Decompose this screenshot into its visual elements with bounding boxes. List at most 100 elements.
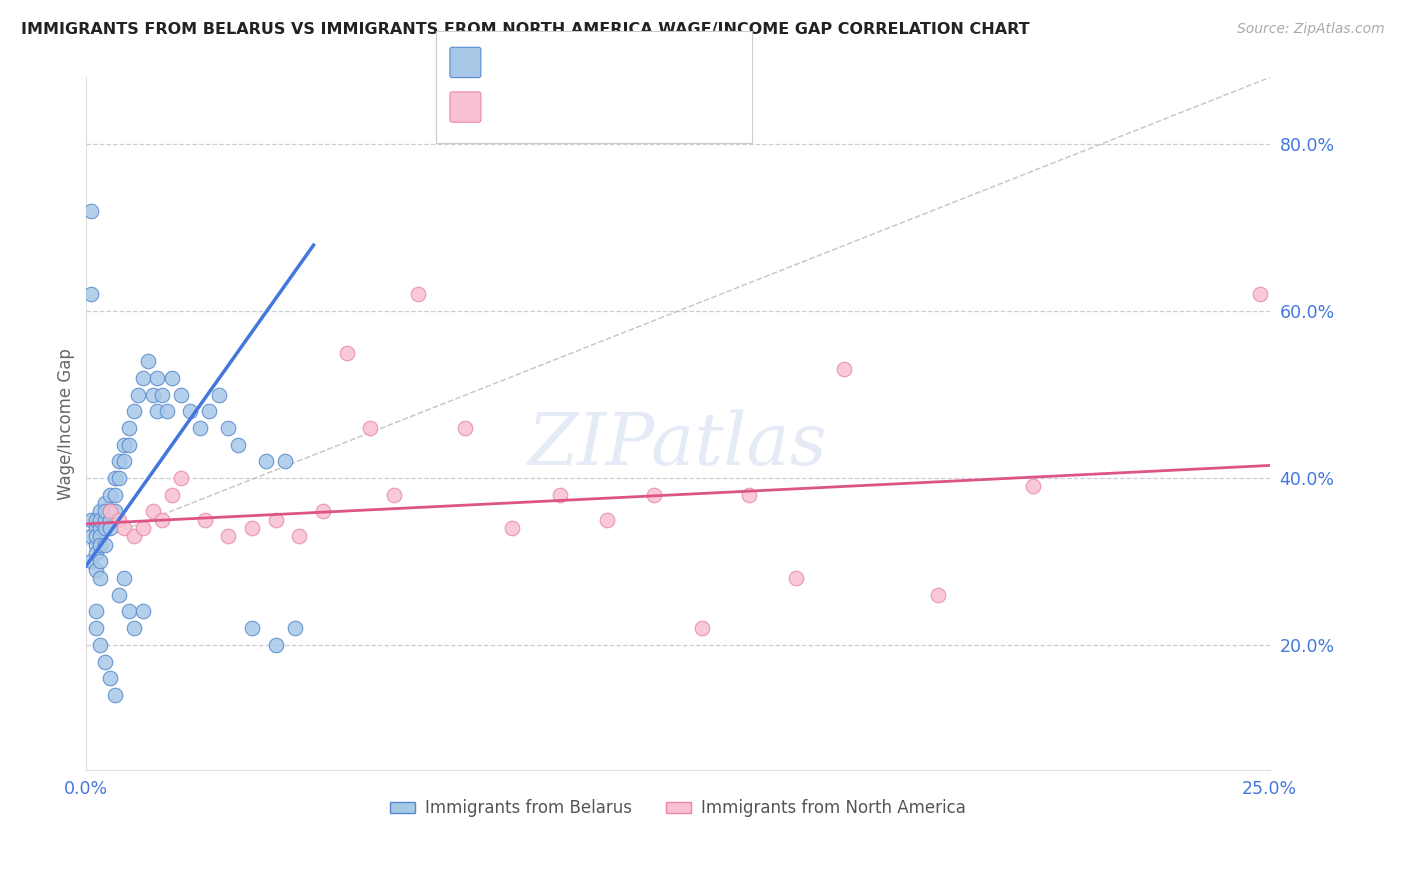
Point <box>94 504 117 518</box>
Point <box>118 604 141 618</box>
Text: 0.173: 0.173 <box>527 98 579 116</box>
Point <box>98 513 121 527</box>
Point <box>927 588 949 602</box>
Point <box>118 437 141 451</box>
Point <box>98 521 121 535</box>
Point <box>112 521 135 535</box>
Point <box>84 538 107 552</box>
Point <box>84 621 107 635</box>
Legend: Immigrants from Belarus, Immigrants from North America: Immigrants from Belarus, Immigrants from… <box>384 793 973 824</box>
Point <box>94 521 117 535</box>
Point <box>89 538 111 552</box>
Text: 0.407: 0.407 <box>527 54 579 71</box>
Point <box>254 454 277 468</box>
Point <box>94 513 117 527</box>
Point <box>89 529 111 543</box>
Text: N =: N = <box>586 98 623 116</box>
Text: 69: 69 <box>624 54 647 71</box>
Point <box>98 504 121 518</box>
Point <box>132 521 155 535</box>
Point <box>336 346 359 360</box>
Point <box>89 504 111 518</box>
Point <box>274 454 297 468</box>
Point <box>142 504 165 518</box>
Point <box>146 371 169 385</box>
Point <box>156 404 179 418</box>
Point <box>288 529 311 543</box>
Point <box>208 387 231 401</box>
Point <box>112 454 135 468</box>
Point <box>84 546 107 560</box>
Point <box>104 688 127 702</box>
Point <box>240 621 263 635</box>
Point <box>94 496 117 510</box>
Point <box>98 671 121 685</box>
Text: N =: N = <box>586 54 623 71</box>
Point <box>170 387 193 401</box>
Point <box>89 521 111 535</box>
Point <box>89 554 111 568</box>
Text: ZIPatlas: ZIPatlas <box>529 409 828 480</box>
Point <box>108 471 131 485</box>
Point <box>108 588 131 602</box>
Point <box>80 203 103 218</box>
Point <box>596 513 619 527</box>
Point <box>80 287 103 301</box>
Point <box>108 513 131 527</box>
Point <box>160 371 183 385</box>
Point <box>118 421 141 435</box>
Point <box>359 421 381 435</box>
Text: R =: R = <box>488 54 524 71</box>
Point <box>226 437 249 451</box>
Point <box>160 488 183 502</box>
Point <box>150 387 173 401</box>
Point <box>122 529 145 543</box>
Point <box>112 571 135 585</box>
Point <box>264 513 287 527</box>
Point <box>1249 287 1271 301</box>
Point <box>84 529 107 543</box>
Text: Source: ZipAtlas.com: Source: ZipAtlas.com <box>1237 22 1385 37</box>
Point <box>132 371 155 385</box>
Point <box>690 621 713 635</box>
Point <box>170 471 193 485</box>
Point <box>501 521 523 535</box>
Point <box>89 638 111 652</box>
Point <box>104 471 127 485</box>
Point <box>108 454 131 468</box>
Point <box>188 421 211 435</box>
Text: R =: R = <box>488 98 524 116</box>
Point <box>84 604 107 618</box>
Point <box>136 354 159 368</box>
Text: 31: 31 <box>624 98 647 116</box>
Point <box>94 655 117 669</box>
Point <box>89 513 111 527</box>
Point <box>98 488 121 502</box>
Point <box>104 488 127 502</box>
Point <box>548 488 571 502</box>
Point <box>142 387 165 401</box>
Point <box>217 421 239 435</box>
Point <box>240 521 263 535</box>
Point <box>98 504 121 518</box>
Y-axis label: Wage/Income Gap: Wage/Income Gap <box>58 348 75 500</box>
Point <box>80 529 103 543</box>
Point <box>84 513 107 527</box>
Point <box>382 488 405 502</box>
Point <box>132 604 155 618</box>
Point <box>80 513 103 527</box>
Point <box>84 563 107 577</box>
Point <box>122 621 145 635</box>
Point <box>785 571 807 585</box>
Point <box>832 362 855 376</box>
Point <box>84 521 107 535</box>
Point <box>284 621 307 635</box>
Point <box>217 529 239 543</box>
Point <box>150 513 173 527</box>
Point <box>738 488 761 502</box>
Point <box>1022 479 1045 493</box>
Text: IMMIGRANTS FROM BELARUS VS IMMIGRANTS FROM NORTH AMERICA WAGE/INCOME GAP CORRELA: IMMIGRANTS FROM BELARUS VS IMMIGRANTS FR… <box>21 22 1029 37</box>
Point <box>112 437 135 451</box>
Point <box>80 554 103 568</box>
Point <box>94 538 117 552</box>
